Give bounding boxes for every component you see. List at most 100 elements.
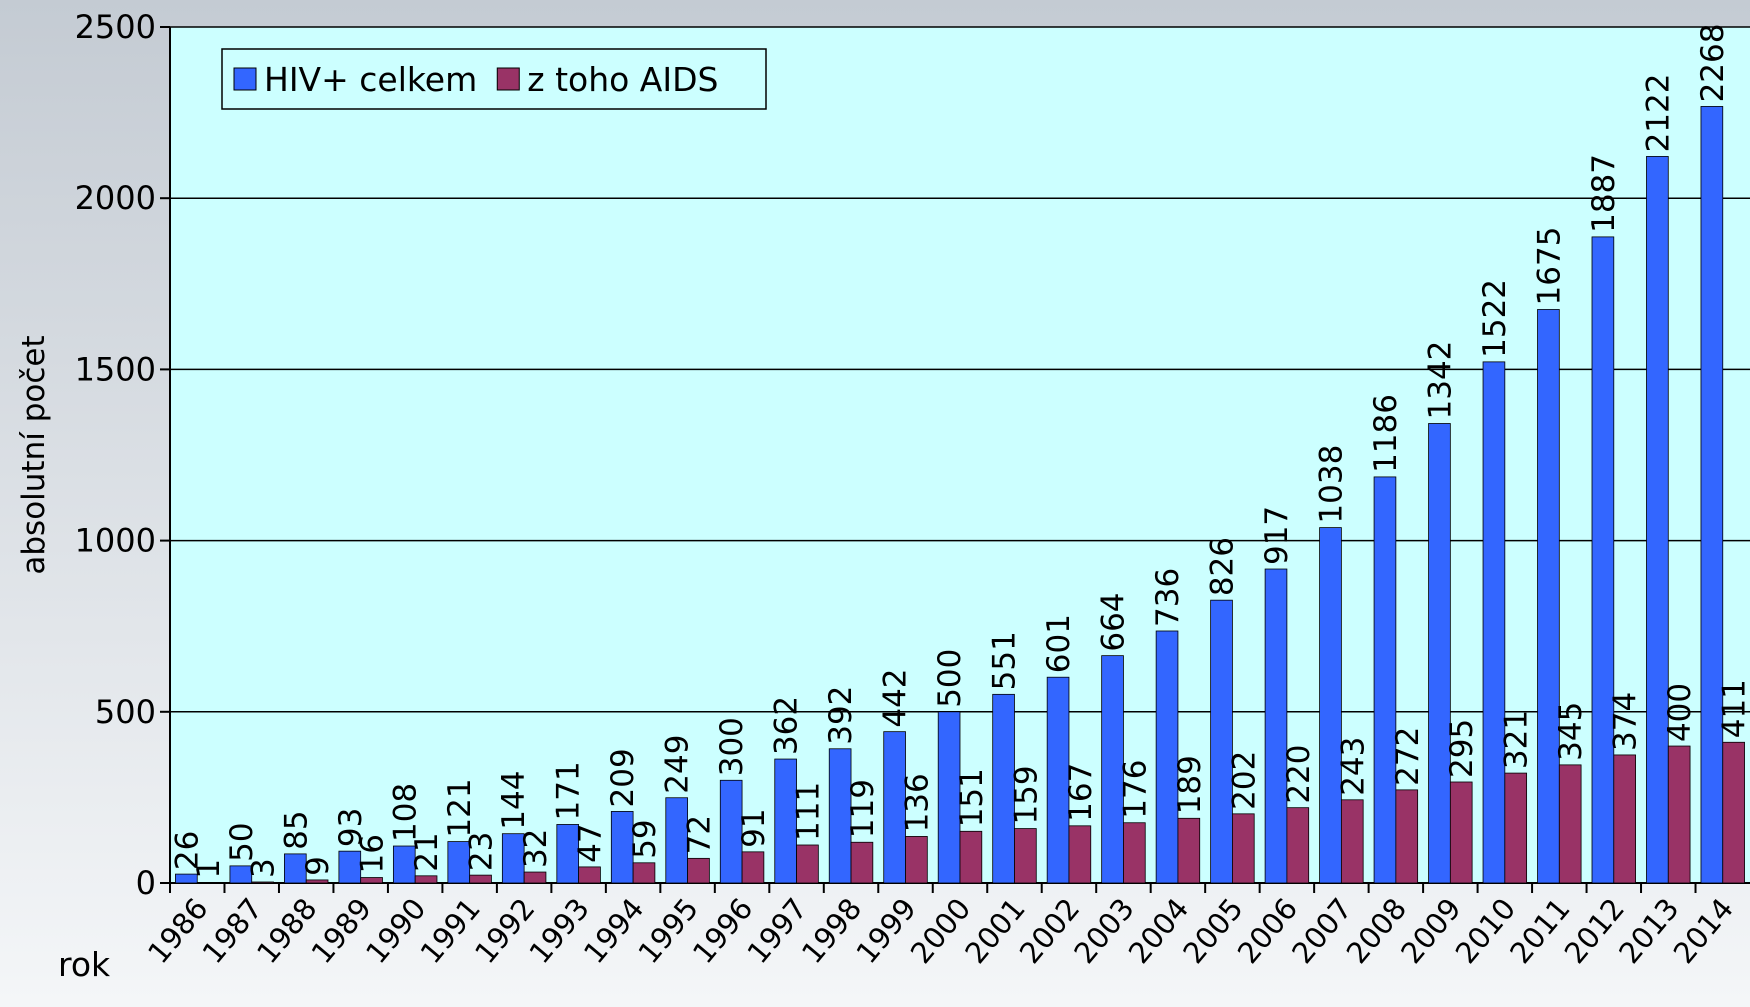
y-tick-label: 1500 xyxy=(75,350,156,388)
value-label: 249 xyxy=(660,735,696,794)
value-label: 151 xyxy=(954,768,990,827)
bar xyxy=(229,865,253,884)
value-label: 119 xyxy=(845,779,881,838)
bar xyxy=(687,857,710,884)
y-tick-label: 0 xyxy=(136,864,156,902)
value-label: 917 xyxy=(1259,506,1295,565)
bar xyxy=(610,811,634,884)
bar xyxy=(1646,156,1669,884)
y-axis-label: absolutní počet xyxy=(16,335,52,574)
value-label: 392 xyxy=(823,686,859,745)
value-label: 826 xyxy=(1205,537,1241,596)
y-tick-label: 2000 xyxy=(75,179,156,217)
value-label: 171 xyxy=(551,761,587,820)
value-label: 9 xyxy=(300,856,336,876)
legend-box xyxy=(221,48,767,110)
value-label: 1522 xyxy=(1477,279,1513,358)
value-label: 1342 xyxy=(1422,341,1458,420)
value-label: 295 xyxy=(1444,719,1480,778)
value-label: 321 xyxy=(1499,710,1535,769)
bar xyxy=(992,693,1015,884)
bar xyxy=(632,862,656,884)
value-label: 2122 xyxy=(1640,74,1676,153)
value-label: 1 xyxy=(191,859,227,879)
value-label: 736 xyxy=(1150,568,1186,627)
value-label: 1186 xyxy=(1368,394,1404,473)
value-label: 345 xyxy=(1553,702,1589,761)
value-label: 167 xyxy=(1063,763,1099,822)
bar xyxy=(774,758,797,884)
bar xyxy=(1286,807,1310,884)
legend-label: z toho AIDS xyxy=(527,60,718,99)
value-label: 176 xyxy=(1117,760,1153,819)
bar xyxy=(338,850,362,884)
value-label: 243 xyxy=(1335,737,1371,796)
bar xyxy=(1101,655,1124,884)
bar xyxy=(937,711,961,884)
bar xyxy=(175,873,198,884)
bar xyxy=(1700,106,1724,884)
value-label: 111 xyxy=(790,782,826,841)
legend-label: HIV+ celkem xyxy=(264,60,477,99)
bar xyxy=(1210,599,1233,884)
value-label: 72 xyxy=(681,815,717,854)
bar xyxy=(1340,799,1364,884)
bar xyxy=(1395,789,1419,884)
bar xyxy=(719,779,743,884)
value-label: 136 xyxy=(899,773,935,832)
bar xyxy=(1264,568,1288,884)
bar xyxy=(392,845,416,884)
bar xyxy=(1155,630,1179,884)
bar xyxy=(1722,741,1745,884)
value-label: 85 xyxy=(278,810,314,849)
value-label: 220 xyxy=(1281,745,1317,804)
bar xyxy=(251,881,274,884)
value-label: 202 xyxy=(1226,751,1262,810)
value-label: 209 xyxy=(605,748,641,807)
bar xyxy=(1232,813,1255,884)
bar xyxy=(665,797,688,884)
bar xyxy=(828,748,852,884)
value-label: 16 xyxy=(355,834,391,873)
bar xyxy=(1319,527,1342,884)
value-label: 121 xyxy=(442,778,478,837)
value-label: 3 xyxy=(246,858,282,878)
bar xyxy=(1667,745,1691,884)
value-label: 2268 xyxy=(1695,24,1731,103)
bar xyxy=(1504,772,1528,884)
bar xyxy=(1123,822,1146,884)
value-label: 59 xyxy=(627,819,663,858)
value-label: 500 xyxy=(932,649,968,708)
legend-swatch xyxy=(233,67,257,91)
value-label: 21 xyxy=(409,832,445,871)
y-tick-label: 500 xyxy=(95,693,156,731)
bar xyxy=(1068,825,1092,884)
value-label: 411 xyxy=(1717,679,1750,738)
value-label: 601 xyxy=(1041,614,1077,673)
bar xyxy=(850,841,874,884)
bar xyxy=(1613,754,1636,884)
value-label: 108 xyxy=(387,783,423,842)
bar xyxy=(578,866,601,884)
bar xyxy=(796,844,819,884)
bar xyxy=(523,871,547,884)
bar xyxy=(1373,476,1397,884)
bar xyxy=(360,877,383,884)
bar xyxy=(1449,781,1473,884)
bar xyxy=(1482,361,1506,884)
legend-swatch xyxy=(496,67,520,91)
bar xyxy=(414,875,438,884)
bar xyxy=(447,841,471,884)
value-label: 189 xyxy=(1172,755,1208,814)
bar xyxy=(1537,309,1560,884)
value-label: 442 xyxy=(878,668,914,727)
value-label: 32 xyxy=(518,829,554,868)
value-label: 23 xyxy=(464,832,500,871)
value-label: 551 xyxy=(987,631,1023,690)
bar xyxy=(1046,676,1070,884)
value-label: 91 xyxy=(736,808,772,847)
bar xyxy=(305,879,329,884)
bar xyxy=(1558,764,1582,884)
bar xyxy=(1428,423,1451,884)
